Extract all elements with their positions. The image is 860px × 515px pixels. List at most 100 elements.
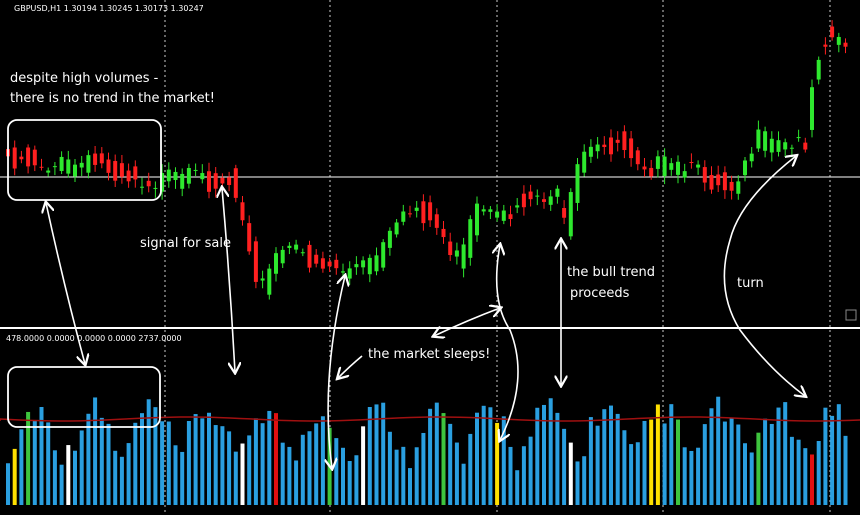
candle-body [629, 138, 634, 159]
volume-bar [743, 443, 747, 505]
candle-body [106, 159, 111, 173]
volume-bar [542, 404, 546, 505]
volume-bar [267, 410, 272, 505]
candle-body [401, 211, 406, 222]
candle-body [796, 137, 801, 139]
volume-bar [803, 448, 808, 505]
volume-bar [106, 423, 111, 505]
volume-bar [635, 442, 640, 505]
candle-body [736, 181, 741, 194]
candle-body [542, 199, 546, 202]
volume-bar [836, 404, 841, 505]
candle-body [642, 166, 647, 170]
volume-bar [481, 405, 486, 505]
candle-body [220, 177, 225, 184]
volume-bar [354, 455, 359, 505]
candle-body [253, 241, 258, 282]
candle-body [46, 170, 51, 173]
volume-bar [52, 450, 57, 505]
candle-body [495, 211, 500, 218]
volume-bar [696, 447, 701, 505]
candle-body [676, 161, 680, 175]
volume-bar [749, 452, 754, 505]
volume-bar [562, 428, 567, 505]
candle-body [669, 163, 674, 170]
volume-bar [535, 407, 540, 505]
volume-bar [314, 423, 319, 505]
volume-bars [6, 396, 848, 505]
volume-bar [347, 461, 352, 505]
volume-bar [160, 421, 165, 505]
candle-body [635, 150, 640, 165]
volume-bar [488, 407, 493, 505]
volume-bar [575, 461, 580, 505]
candle-body [756, 129, 761, 149]
volume-bar [461, 463, 466, 505]
volume-bar [716, 396, 721, 505]
candle-body [166, 169, 171, 182]
volume-bar [186, 420, 191, 505]
volume-average [0, 416, 860, 422]
volume-bar [66, 445, 71, 505]
candle-body [200, 173, 205, 180]
volume-bar [823, 407, 828, 505]
volume-bar [32, 420, 37, 505]
candle-body [327, 261, 332, 267]
candle-body [729, 181, 734, 191]
volume-bar [401, 446, 406, 505]
candle-body [830, 26, 835, 38]
volume-bar [428, 408, 433, 505]
volume-bar [200, 418, 205, 505]
volume-bar [521, 446, 526, 505]
candle-body [702, 167, 707, 183]
volume-bar [173, 445, 178, 505]
annotation: turn [737, 276, 764, 291]
volume-bar [702, 424, 707, 505]
volume-bar [247, 435, 252, 505]
candle-body [240, 202, 245, 221]
candle-body [783, 142, 788, 150]
candle-body [568, 192, 573, 237]
volume-bar [334, 438, 339, 505]
candle-body [113, 161, 118, 181]
candle-body [816, 59, 821, 80]
candle-body [193, 169, 198, 171]
volume-bar [394, 449, 399, 505]
candle-body [79, 162, 84, 168]
volume-bar [421, 432, 426, 505]
volume-bar [588, 417, 593, 505]
volume-bar [133, 422, 138, 505]
candle-body [354, 264, 359, 268]
candle-body [776, 140, 781, 152]
candle-body [696, 164, 701, 168]
candle-body [743, 160, 747, 176]
candle-body [649, 167, 654, 177]
volume-bar [602, 409, 607, 505]
volume-bar [307, 431, 312, 505]
candle-body [260, 278, 265, 281]
volume-bar [495, 422, 500, 505]
candle-body [59, 156, 64, 172]
volume-bar [448, 423, 453, 505]
volume-bar [294, 460, 299, 505]
volume-bar [6, 463, 10, 505]
candle-body [133, 166, 138, 180]
candle-body [394, 222, 399, 235]
close-icon[interactable] [845, 309, 857, 321]
candle-body [602, 144, 607, 147]
volume-bar [119, 456, 124, 505]
candle-body [421, 201, 426, 224]
volume-bar [434, 402, 439, 505]
candle-body [314, 254, 319, 264]
candle-body [287, 245, 292, 248]
volume-bar [783, 402, 788, 505]
candle-body [501, 210, 506, 221]
candle-body [32, 149, 37, 166]
candle-body [367, 257, 372, 275]
volume-bar [59, 464, 64, 505]
volume-bar [300, 434, 305, 505]
annotation: the market sleeps! [368, 347, 490, 362]
candle-body [99, 153, 104, 164]
volume-bar [180, 451, 185, 505]
candle-body [689, 162, 694, 164]
